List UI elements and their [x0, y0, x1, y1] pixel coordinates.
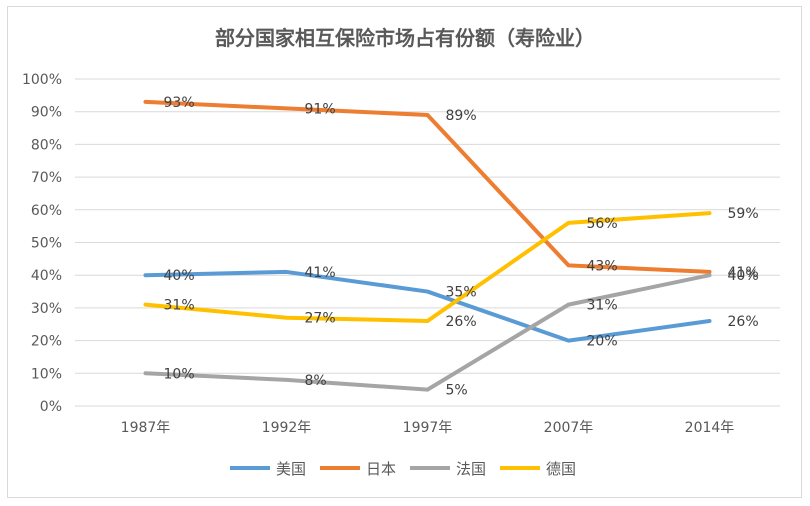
legend-label: 美国 [276, 460, 306, 478]
data-label: 20% [587, 334, 618, 350]
data-label: 40% [164, 268, 195, 284]
y-tick-label: 70% [31, 170, 62, 186]
y-tick-label: 40% [31, 268, 62, 284]
y-axis-ticks: 0% 10% 20% 30% 40% 50% 60% 70% 80% 90% 100% [22, 72, 62, 415]
series-line [143, 273, 712, 392]
y-tick-label: 30% [31, 301, 62, 317]
data-labels: 40% 41%35%20%26%93% 91% 89%43% 41%10% 8%5%31%… [164, 95, 759, 399]
data-label: 43% [587, 258, 618, 274]
data-label: 5% [446, 383, 468, 399]
y-tick-label: 90% [31, 105, 62, 121]
legend-label: 法国 [456, 460, 486, 478]
x-tick-label: 2007年 [544, 420, 594, 436]
data-label: 40% [728, 268, 759, 284]
data-label: 26% [446, 314, 477, 330]
legend-label: 日本 [366, 460, 396, 478]
data-label: 56% [587, 216, 618, 232]
y-tick-label: 100% [22, 72, 62, 88]
y-tick-label: 60% [31, 203, 62, 219]
data-label: 59% [728, 206, 759, 222]
y-tick-label: 20% [31, 334, 62, 350]
series-line [143, 99, 712, 274]
data-label: 10% [164, 366, 195, 382]
data-label: 91% [305, 101, 336, 117]
series-lines [143, 99, 712, 392]
data-label: 31% [587, 298, 618, 314]
data-label: 35% [446, 285, 477, 301]
chart-title: 部分国家相互保险市场占有份额（寿险业） [215, 26, 595, 50]
legend-label: 德国 [546, 460, 576, 478]
x-axis-ticks: 1987年 1992年 1997年 2007年 2014年 [121, 420, 735, 436]
data-label: 41% [728, 265, 759, 281]
data-label: 31% [164, 298, 195, 314]
series-line [143, 211, 712, 323]
x-tick-label: 1987年 [121, 420, 171, 436]
series-line [143, 269, 712, 343]
x-tick-label: 1992年 [262, 420, 312, 436]
data-label: 26% [728, 314, 759, 330]
y-tick-label: 80% [31, 137, 62, 153]
data-label: 8% [305, 373, 327, 389]
y-tick-label: 10% [31, 366, 62, 382]
y-tick-label: 50% [31, 236, 62, 252]
data-label: 27% [305, 311, 336, 327]
y-tick-label: 0% [40, 399, 62, 415]
data-label: 93% [164, 95, 195, 111]
legend: 美国 日本 法国 德国 [230, 460, 576, 478]
chart-frame [7, 6, 802, 498]
data-label: 89% [446, 108, 477, 124]
x-tick-label: 2014年 [685, 420, 735, 436]
data-label: 41% [305, 265, 336, 281]
x-tick-label: 1997年 [403, 420, 453, 436]
gridlines [75, 78, 780, 407]
